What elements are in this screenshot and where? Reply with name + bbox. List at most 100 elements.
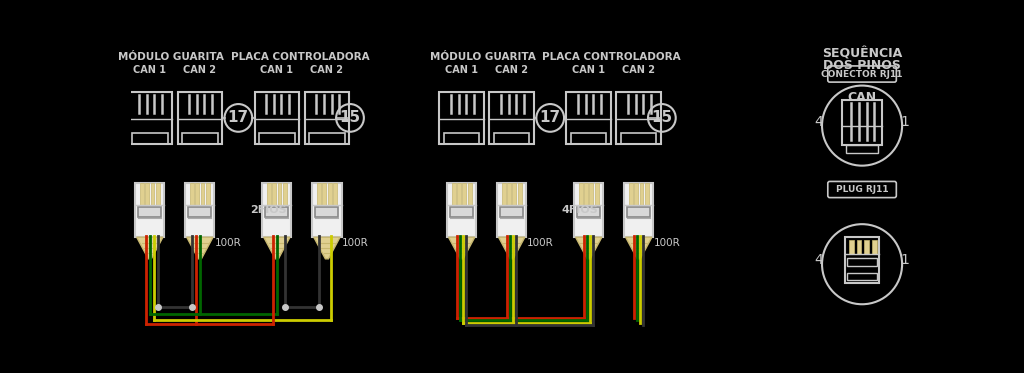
Bar xyxy=(439,92,484,144)
Bar xyxy=(634,184,638,205)
Bar xyxy=(304,92,349,144)
Bar xyxy=(494,133,529,144)
Text: PLUG RJ11: PLUG RJ11 xyxy=(836,185,889,194)
Bar xyxy=(518,184,521,205)
Bar xyxy=(444,133,479,144)
Text: 1: 1 xyxy=(901,253,909,267)
Bar xyxy=(177,92,222,144)
Text: CAN 1: CAN 1 xyxy=(133,65,166,75)
Bar xyxy=(283,184,287,205)
Bar xyxy=(156,184,160,205)
Polygon shape xyxy=(575,237,602,259)
Bar xyxy=(135,184,165,237)
Text: 4: 4 xyxy=(814,115,823,129)
Text: MÓDULO GUARITA: MÓDULO GUARITA xyxy=(119,53,224,62)
Bar xyxy=(571,133,606,144)
Bar xyxy=(489,92,535,144)
Polygon shape xyxy=(313,237,340,259)
Bar xyxy=(312,184,342,237)
Text: CONECTOR RJ11: CONECTOR RJ11 xyxy=(821,69,903,79)
Polygon shape xyxy=(264,237,290,259)
Bar xyxy=(316,184,321,205)
Bar xyxy=(267,184,270,205)
Bar xyxy=(151,184,155,205)
Bar xyxy=(201,184,205,205)
Text: CAN 2: CAN 2 xyxy=(496,65,528,75)
Bar xyxy=(848,273,877,280)
Text: 100R: 100R xyxy=(654,238,681,248)
Bar xyxy=(502,184,506,205)
Bar xyxy=(278,184,282,205)
Polygon shape xyxy=(449,237,475,259)
Bar xyxy=(127,92,172,144)
Text: CAN 2: CAN 2 xyxy=(310,65,343,75)
Bar xyxy=(333,184,337,205)
Polygon shape xyxy=(137,237,163,259)
Bar xyxy=(328,184,332,205)
Polygon shape xyxy=(626,237,652,259)
Bar xyxy=(451,207,473,217)
Bar xyxy=(579,184,583,205)
Text: PLACA CONTROLADORA: PLACA CONTROLADORA xyxy=(543,53,681,62)
Bar xyxy=(259,133,295,144)
Bar xyxy=(584,184,588,205)
Text: 15: 15 xyxy=(339,110,360,125)
Text: PLACA CONTROLADORA: PLACA CONTROLADORA xyxy=(230,53,370,62)
Bar xyxy=(138,207,162,217)
Bar xyxy=(590,184,593,205)
Bar xyxy=(255,92,299,144)
Text: CAN 1: CAN 1 xyxy=(572,65,605,75)
Bar xyxy=(315,207,339,217)
Bar xyxy=(457,184,461,205)
Bar xyxy=(500,207,523,217)
Bar xyxy=(452,184,456,205)
Bar xyxy=(864,240,869,254)
Bar xyxy=(625,184,653,237)
Bar xyxy=(566,92,611,144)
Bar xyxy=(189,184,194,205)
Bar xyxy=(323,184,326,205)
Bar xyxy=(645,184,649,205)
Bar xyxy=(145,184,150,205)
Text: CAN: CAN xyxy=(848,91,877,104)
Text: CAN 2: CAN 2 xyxy=(623,65,655,75)
Text: 100R: 100R xyxy=(342,238,369,248)
Bar xyxy=(132,133,168,144)
Bar xyxy=(188,207,211,217)
Bar xyxy=(845,237,879,283)
Bar xyxy=(628,207,650,217)
Bar xyxy=(640,184,643,205)
Text: 100R: 100R xyxy=(527,238,554,248)
Bar xyxy=(842,100,882,145)
Bar xyxy=(182,133,217,144)
Text: 100R: 100R xyxy=(215,238,242,248)
Text: DOS PINOS: DOS PINOS xyxy=(823,59,901,72)
Bar xyxy=(497,184,526,237)
Bar xyxy=(206,184,210,205)
Bar xyxy=(265,207,289,217)
Bar xyxy=(140,184,143,205)
Text: CAN 1: CAN 1 xyxy=(260,65,293,75)
Bar xyxy=(512,184,516,205)
Bar xyxy=(872,240,877,254)
Text: 4: 4 xyxy=(814,253,823,267)
Bar xyxy=(616,92,662,144)
Bar xyxy=(629,184,633,205)
Text: SEQUÊNCIA: SEQUÊNCIA xyxy=(822,48,902,61)
Text: CAN 1: CAN 1 xyxy=(445,65,478,75)
Bar xyxy=(574,184,603,237)
Bar xyxy=(463,184,466,205)
Bar xyxy=(849,240,854,254)
Bar xyxy=(262,184,292,237)
Text: MÓDULO GUARITA: MÓDULO GUARITA xyxy=(430,53,537,62)
Text: 1: 1 xyxy=(901,115,909,129)
Bar xyxy=(196,184,199,205)
Bar xyxy=(857,240,861,254)
Bar xyxy=(185,184,214,237)
Text: CAN 2: CAN 2 xyxy=(183,65,216,75)
Bar xyxy=(621,133,656,144)
Bar xyxy=(507,184,511,205)
Text: 17: 17 xyxy=(540,110,561,125)
Text: 17: 17 xyxy=(227,110,249,125)
Bar xyxy=(595,184,599,205)
